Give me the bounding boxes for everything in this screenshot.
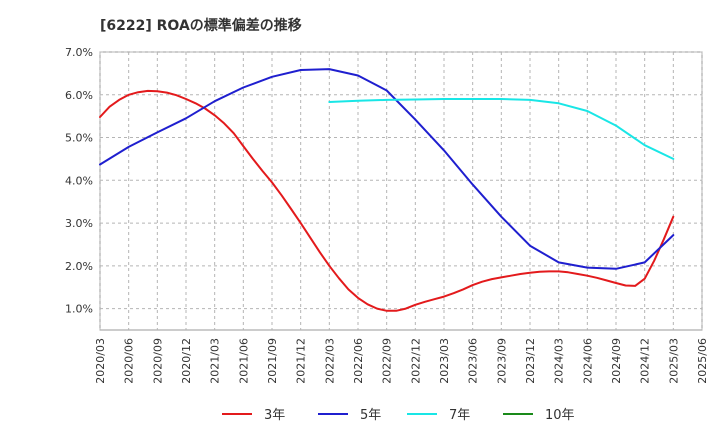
x-tick-label: 2024/09: [610, 338, 623, 384]
y-tick-label: 3.0%: [65, 217, 93, 230]
y-tick-label: 7.0%: [65, 46, 93, 59]
x-tick-label: 2023/12: [524, 338, 537, 384]
x-axis: 2020/03 2020/06 2020/09 2020/12 2021/03 2021/…: [94, 338, 709, 384]
x-tick-label: 2020/09: [151, 338, 164, 384]
x-tick-label: 2024/03: [553, 338, 566, 384]
x-tick-label: 2021/12: [295, 338, 308, 384]
x-tick-label: 2024/06: [581, 338, 594, 384]
y-tick-label: 6.0%: [65, 89, 93, 102]
legend-label-2: 5年: [360, 408, 381, 423]
x-tick-label: 2024/12: [639, 338, 652, 384]
legend-label-3: 7年: [449, 408, 470, 423]
x-tick-label: 2021/09: [266, 338, 279, 384]
y-axis: 1.0% 2.0% 3.0% 4.0% 5.0% 6.0% 7.0%: [65, 46, 93, 316]
x-tick-label: 2023/06: [467, 338, 480, 384]
y-tick-label: 4.0%: [65, 174, 93, 187]
x-tick-label: 2023/03: [438, 338, 451, 384]
x-tick-label: 2022/06: [352, 338, 365, 384]
x-tick-label: 2022/12: [409, 338, 422, 384]
series-line-3: [328, 98, 675, 160]
x-tick-label: 2020/03: [94, 338, 107, 384]
grid: [99, 51, 703, 330]
y-tick-label: 1.0%: [65, 303, 93, 316]
legend-label-1: 3年: [264, 408, 285, 423]
x-tick-label: 2022/09: [381, 338, 394, 384]
x-tick-label: 2025/06: [696, 338, 709, 384]
x-tick-label: 2021/06: [237, 338, 250, 384]
series-line-2: [99, 68, 675, 270]
legend: 3年 5年 7年 10年: [222, 408, 575, 423]
y-tick-label: 5.0%: [65, 132, 93, 145]
x-tick-label: 2022/03: [323, 338, 336, 384]
series-lines: [99, 68, 675, 312]
x-tick-label: 2023/09: [495, 338, 508, 384]
x-tick-label: 2025/03: [667, 338, 680, 384]
x-tick-label: 2021/03: [209, 338, 222, 384]
x-tick-label: 2020/06: [123, 338, 136, 384]
plot-area: [99, 51, 703, 331]
legend-label-4: 10年: [545, 408, 575, 423]
series-line-1: [99, 89, 675, 312]
chart-title: [6222] ROAの標準偏差の推移: [100, 17, 302, 34]
x-tick-label: 2020/12: [180, 338, 193, 384]
y-tick-label: 2.0%: [65, 260, 93, 273]
